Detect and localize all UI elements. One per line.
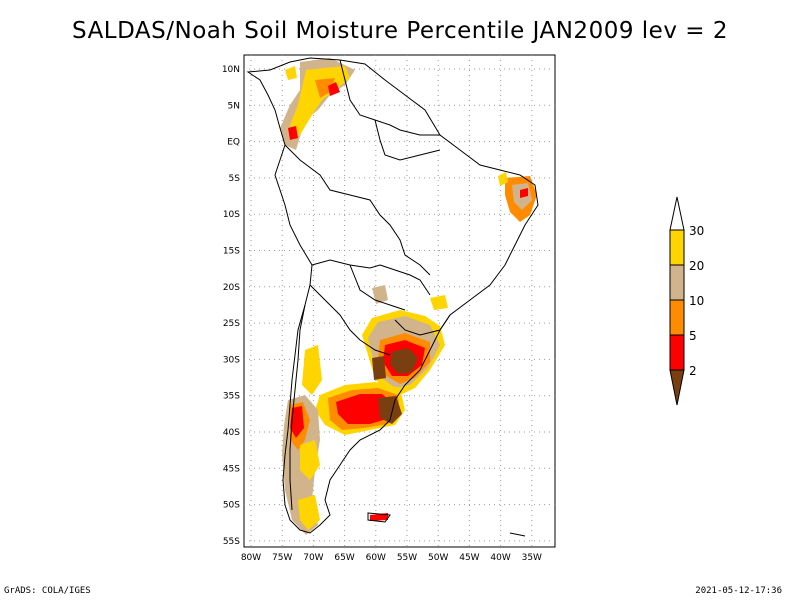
lat-tick-label: 20S [223, 283, 240, 293]
lat-tick-label: 35S [223, 392, 240, 402]
lat-tick-label: 5N [228, 101, 240, 111]
colorbar-20-30 [669, 229, 685, 266]
longitude-ticks: 80W 75W 70W 65W 60W 55W 50W 45W 40W 35W [241, 553, 542, 563]
lon-tick-label: 35W [522, 553, 542, 563]
lon-tick-label: 65W [334, 553, 354, 563]
lon-tick-label: 75W [272, 553, 292, 563]
colorbar-label-20: 20 [689, 259, 704, 273]
lat-tick-label: 10N [222, 65, 240, 75]
latitude-ticks: 10N 5N EQ 5S 10S 15S 20S 25S 30S 35S 40S 45S 50S 55S [222, 65, 240, 547]
colorbar-label-2: 2 [689, 364, 697, 378]
footer-credit: GrADS: COLA/IGES [4, 586, 91, 596]
lat-tick-label: 25S [223, 319, 240, 329]
lat-tick-label: 30S [223, 355, 240, 365]
colorbar-label-10: 10 [689, 294, 704, 308]
map-title: SALDAS/Noah Soil Moisture Percentile JAN… [72, 18, 728, 44]
coastlines [246, 57, 539, 537]
lon-tick-label: 55W [397, 553, 417, 563]
colorbar: 30 20 10 5 2 [669, 196, 704, 406]
colorbar-label-30: 30 [689, 224, 704, 238]
lat-tick-label: 50S [223, 501, 240, 511]
lat-tick-label: 55S [223, 537, 240, 547]
lon-tick-label: 45W [459, 553, 479, 563]
colorbar-10-20 [669, 264, 685, 301]
lat-tick-label: 10S [223, 210, 240, 220]
lat-tick-label: EQ [227, 138, 240, 148]
lon-tick-label: 70W [303, 553, 323, 563]
colorbar-label-5: 5 [689, 329, 697, 343]
lat-tick-label: 45S [223, 464, 240, 474]
footer-timestamp: 2021-05-12-17:36 [695, 586, 782, 596]
lon-tick-label: 40W [490, 553, 510, 563]
colorbar-2-5 [669, 334, 685, 371]
colorbar-lt2 [669, 369, 685, 406]
lat-tick-label: 5S [229, 174, 241, 184]
lon-tick-label: 80W [241, 553, 261, 563]
lon-tick-label: 50W [428, 553, 448, 563]
colorbar-5-10 [669, 299, 685, 336]
lat-tick-label: 40S [223, 428, 240, 438]
colorbar-gt30 [669, 196, 685, 231]
lat-tick-label: 15S [223, 247, 240, 257]
lon-tick-label: 60W [366, 553, 386, 563]
